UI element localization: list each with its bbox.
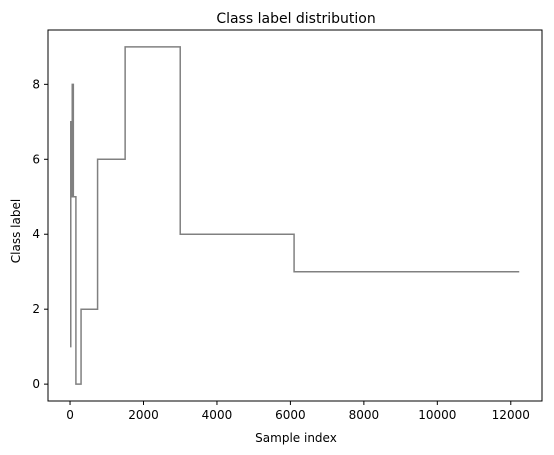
plot-frame	[47, 29, 543, 402]
y-tick-label: 6	[32, 152, 40, 166]
y-tick-label: 2	[32, 302, 40, 316]
y-tick-label: 4	[32, 227, 40, 241]
x-axis-label: Sample index	[255, 431, 337, 445]
plot-area	[47, 29, 543, 402]
x-tick-label: 2000	[128, 408, 159, 422]
x-tick-label: 8000	[349, 408, 380, 422]
series-line	[70, 46, 520, 385]
x-tick-label: 4000	[202, 408, 233, 422]
x-tick-label: 10000	[418, 408, 456, 422]
y-tick-label: 8	[32, 77, 40, 91]
y-axis-label: Class label	[9, 199, 23, 263]
chart-title: Class label distribution	[216, 11, 375, 27]
x-tick-label: 12000	[492, 408, 530, 422]
y-axis-ticks: 0 2 4 6 8	[32, 77, 48, 391]
series-group	[70, 46, 520, 385]
y-tick-label: 0	[32, 377, 40, 391]
x-tick-label: 0	[66, 408, 74, 422]
x-tick-label: 6000	[275, 408, 306, 422]
x-axis-ticks: 0 2000 4000 6000 8000 10000 12000	[66, 401, 530, 422]
